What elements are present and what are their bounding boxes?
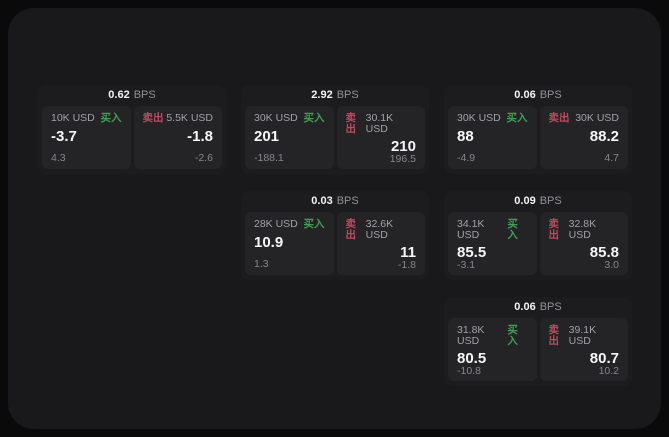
sell-delta: 196.5 xyxy=(389,153,416,165)
bps-value: 0.06 xyxy=(514,301,536,313)
quote-card-4: 0.03 BPS 28K USD 买入 10.9 1.3 卖出 32.6K US… xyxy=(241,191,429,280)
sell-delta: 3.0 xyxy=(604,259,619,271)
sell-notional: 5.5K USD xyxy=(166,112,213,124)
buy-side-label: 买入 xyxy=(100,112,122,124)
bps-value: 0.62 xyxy=(108,89,130,101)
buy-notional: 10K USD xyxy=(51,112,95,124)
buy-delta: -188.1 xyxy=(254,151,284,164)
bps-header: 0.03 BPS xyxy=(245,191,425,212)
quote-card-6: 0.06 BPS 31.8K USD 买入 80.5 -10.8 卖出 39.1… xyxy=(444,297,632,386)
sell-side-label: 卖出 xyxy=(548,218,560,241)
buy-side-label: 买入 xyxy=(506,112,528,124)
bps-unit-label: BPS xyxy=(539,195,562,207)
sell-delta: 10.2 xyxy=(598,365,619,377)
sell-side-label: 卖出 xyxy=(345,112,357,135)
bps-value: 2.92 xyxy=(311,89,333,101)
buy-price: 80.5 xyxy=(457,350,487,367)
sell-notional: 39.1K USD xyxy=(568,324,597,347)
buy-panel[interactable]: 10K USD 买入 -3.7 4.3 xyxy=(42,106,131,169)
sell-panel[interactable]: 卖出 30K USD 88.2 4.7 xyxy=(539,106,628,169)
buy-panel[interactable]: 30K USD 买入 88 -4.9 xyxy=(448,106,537,169)
buy-price: -3.7 xyxy=(51,127,77,145)
bps-value: 0.03 xyxy=(311,195,333,207)
quote-card-grid: 0.62 BPS 10K USD 买入 -3.7 4.3 卖出 5.5K USD xyxy=(38,85,632,386)
buy-price: 201 xyxy=(254,127,280,145)
sell-price: 85.8 xyxy=(589,244,619,261)
sell-notional: 32.8K USD xyxy=(568,218,597,241)
sell-side-label: 卖出 xyxy=(345,218,357,241)
sell-delta: 4.7 xyxy=(604,151,619,164)
buy-panel[interactable]: 31.8K USD 买入 80.5 -10.8 xyxy=(448,318,537,381)
quote-card-5: 0.09 BPS 34.1K USD 买入 85.5 -3.1 卖出 32.8K… xyxy=(444,191,632,280)
buy-side-label: 买入 xyxy=(507,218,518,241)
sell-delta: -1.8 xyxy=(397,259,416,271)
buy-delta: -3.1 xyxy=(457,259,476,271)
quotes-panel: 0.62 BPS 10K USD 买入 -3.7 4.3 卖出 5.5K USD xyxy=(8,8,661,429)
bps-header: 0.06 BPS xyxy=(448,85,628,106)
buy-panel[interactable]: 28K USD 买入 10.9 1.3 xyxy=(245,212,334,275)
sell-panel[interactable]: 卖出 5.5K USD -1.8 -2.6 xyxy=(133,106,222,169)
buy-side-label: 买入 xyxy=(507,324,518,347)
sell-price: 88.2 xyxy=(589,127,619,145)
buy-price: 85.5 xyxy=(457,244,487,261)
buy-notional: 34.1K USD xyxy=(457,218,485,241)
buy-price: 10.9 xyxy=(254,233,284,251)
sell-price: 80.7 xyxy=(589,350,619,367)
buy-delta: -10.8 xyxy=(457,365,481,377)
buy-panel[interactable]: 34.1K USD 买入 85.5 -3.1 xyxy=(448,212,537,275)
buy-notional: 28K USD xyxy=(254,218,298,230)
buy-notional: 30K USD xyxy=(457,112,501,124)
buy-side-label: 买入 xyxy=(303,218,325,230)
bps-header: 0.06 BPS xyxy=(448,297,628,318)
buy-panel[interactable]: 30K USD 买入 201 -188.1 xyxy=(245,106,334,169)
buy-notional: 30K USD xyxy=(254,112,298,124)
sell-notional: 30K USD xyxy=(575,112,619,124)
bps-unit-label: BPS xyxy=(336,195,359,207)
buy-notional: 31.8K USD xyxy=(457,324,485,347)
sell-panel[interactable]: 卖出 32.6K USD 11 -1.8 xyxy=(336,212,425,275)
quote-card-1: 0.62 BPS 10K USD 买入 -3.7 4.3 卖出 5.5K USD xyxy=(38,85,226,174)
buy-side-label: 买入 xyxy=(303,112,325,124)
sell-side-label: 卖出 xyxy=(142,112,164,124)
sell-panel[interactable]: 卖出 30.1K USD 210 196.5 xyxy=(336,106,425,169)
bps-unit-label: BPS xyxy=(133,89,156,101)
bps-header: 0.09 BPS xyxy=(448,191,628,212)
quote-card-3: 0.06 BPS 30K USD 买入 88 -4.9 卖出 30K USD xyxy=(444,85,632,174)
bps-unit-label: BPS xyxy=(336,89,359,101)
bps-value: 0.06 xyxy=(514,89,536,101)
sell-price: -1.8 xyxy=(187,127,213,145)
bps-header: 0.62 BPS xyxy=(42,85,222,106)
sell-panel[interactable]: 卖出 39.1K USD 80.7 10.2 xyxy=(539,318,628,381)
sell-notional: 30.1K USD xyxy=(365,112,394,135)
bps-value: 0.09 xyxy=(514,195,536,207)
buy-delta: -4.9 xyxy=(457,151,476,164)
sell-panel[interactable]: 卖出 32.8K USD 85.8 3.0 xyxy=(539,212,628,275)
buy-delta: 1.3 xyxy=(254,257,269,270)
quote-card-2: 2.92 BPS 30K USD 买入 201 -188.1 卖出 30.1K … xyxy=(241,85,429,174)
buy-price: 88 xyxy=(457,127,474,145)
bps-unit-label: BPS xyxy=(539,89,562,101)
sell-delta: -2.6 xyxy=(194,151,213,164)
sell-price: 210 xyxy=(390,138,416,155)
buy-delta: 4.3 xyxy=(51,151,66,164)
sell-notional: 32.6K USD xyxy=(365,218,394,241)
sell-side-label: 卖出 xyxy=(548,324,560,347)
sell-side-label: 卖出 xyxy=(548,112,570,124)
bps-unit-label: BPS xyxy=(539,301,562,313)
sell-price: 11 xyxy=(400,244,416,261)
bps-header: 2.92 BPS xyxy=(245,85,425,106)
